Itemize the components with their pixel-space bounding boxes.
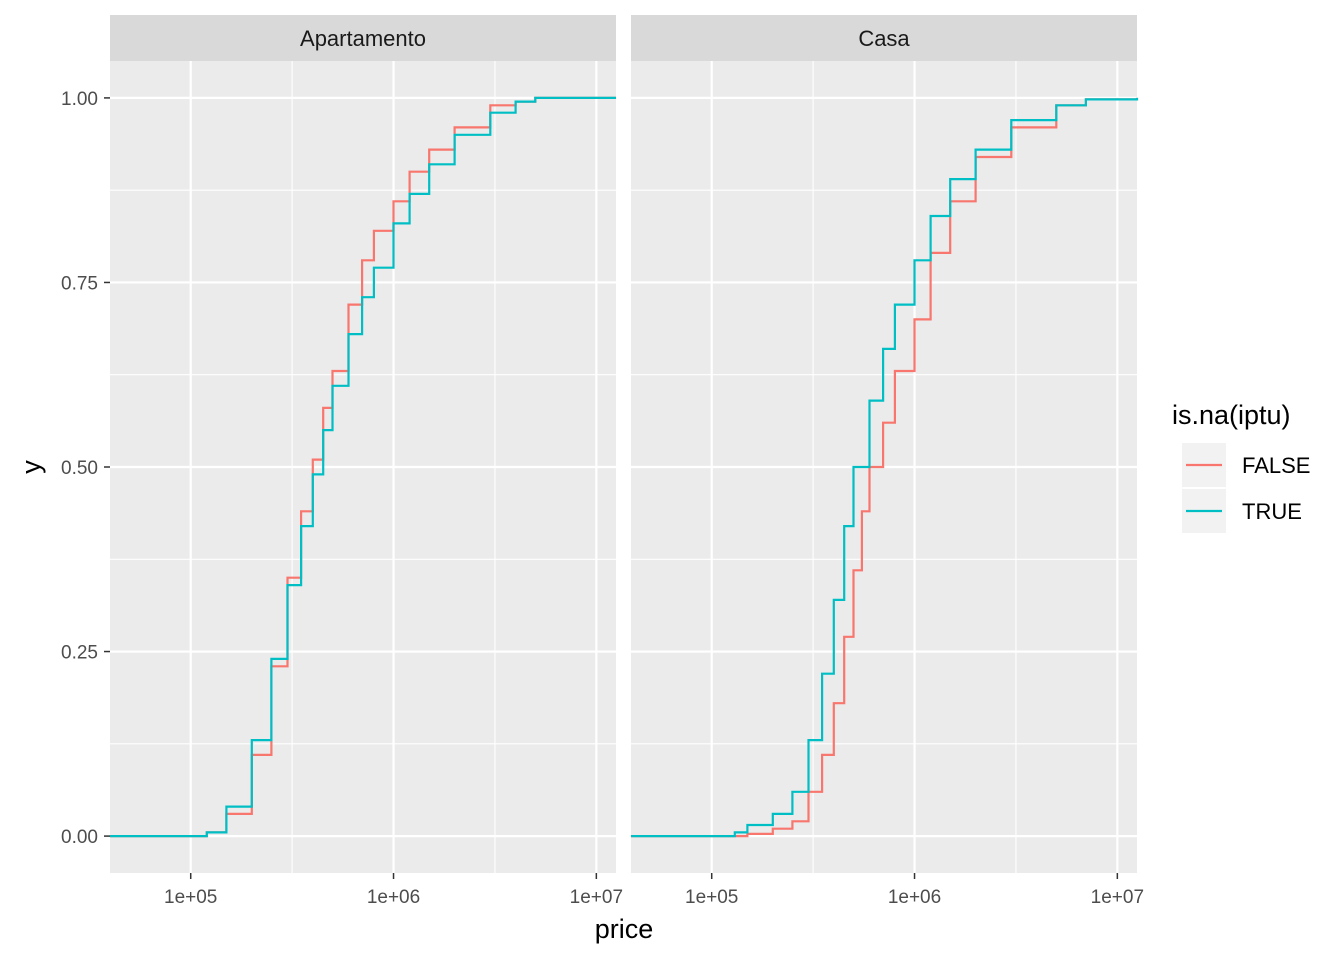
series-line-true [110,96,616,838]
panel-casa: Casa [631,15,1139,873]
legend-entries: FALSE TRUE [1182,443,1310,533]
panels-layer: Apartamento Casa [110,15,1139,873]
facet-strip [110,15,616,61]
y-tick-label: 0.75 [61,273,98,294]
x-tick-label: 1e+05 [164,887,217,908]
x-axis-title: price [595,914,654,944]
x-tick-label: 1e+06 [367,887,420,908]
legend-entry-true: TRUE [1182,489,1302,533]
y-tick-label: 1.00 [61,89,98,110]
x-tick-label: 1e+05 [685,887,738,908]
y-tick-label: 0.00 [61,827,98,848]
legend-label: FALSE [1242,453,1310,478]
series-line-true [631,97,1139,838]
facet-strip-label: Apartamento [300,26,426,51]
x-tick-label: 1e+07 [570,887,623,908]
legend-label: TRUE [1242,499,1302,524]
legend: is.na(iptu) FALSE TRUE [1172,400,1310,533]
axis-layer: 1e+05 1e+06 1e+07 1e+05 1e+06 1e+07 0.00 0.25 0.… [61,89,1144,908]
panel-apartamento: Apartamento [110,15,616,873]
series-line-false [631,97,1139,838]
x-tick-label: 1e+06 [888,887,941,908]
y-axis-title: y [16,460,46,474]
facet-strip [631,15,1137,61]
legend-title: is.na(iptu) [1172,400,1291,430]
legend-entry-false: FALSE [1182,443,1310,487]
y-tick-label: 0.50 [61,458,98,479]
facet-strip-label: Casa [858,26,910,51]
y-tick-label: 0.25 [61,643,98,664]
x-tick-label: 1e+07 [1091,887,1144,908]
